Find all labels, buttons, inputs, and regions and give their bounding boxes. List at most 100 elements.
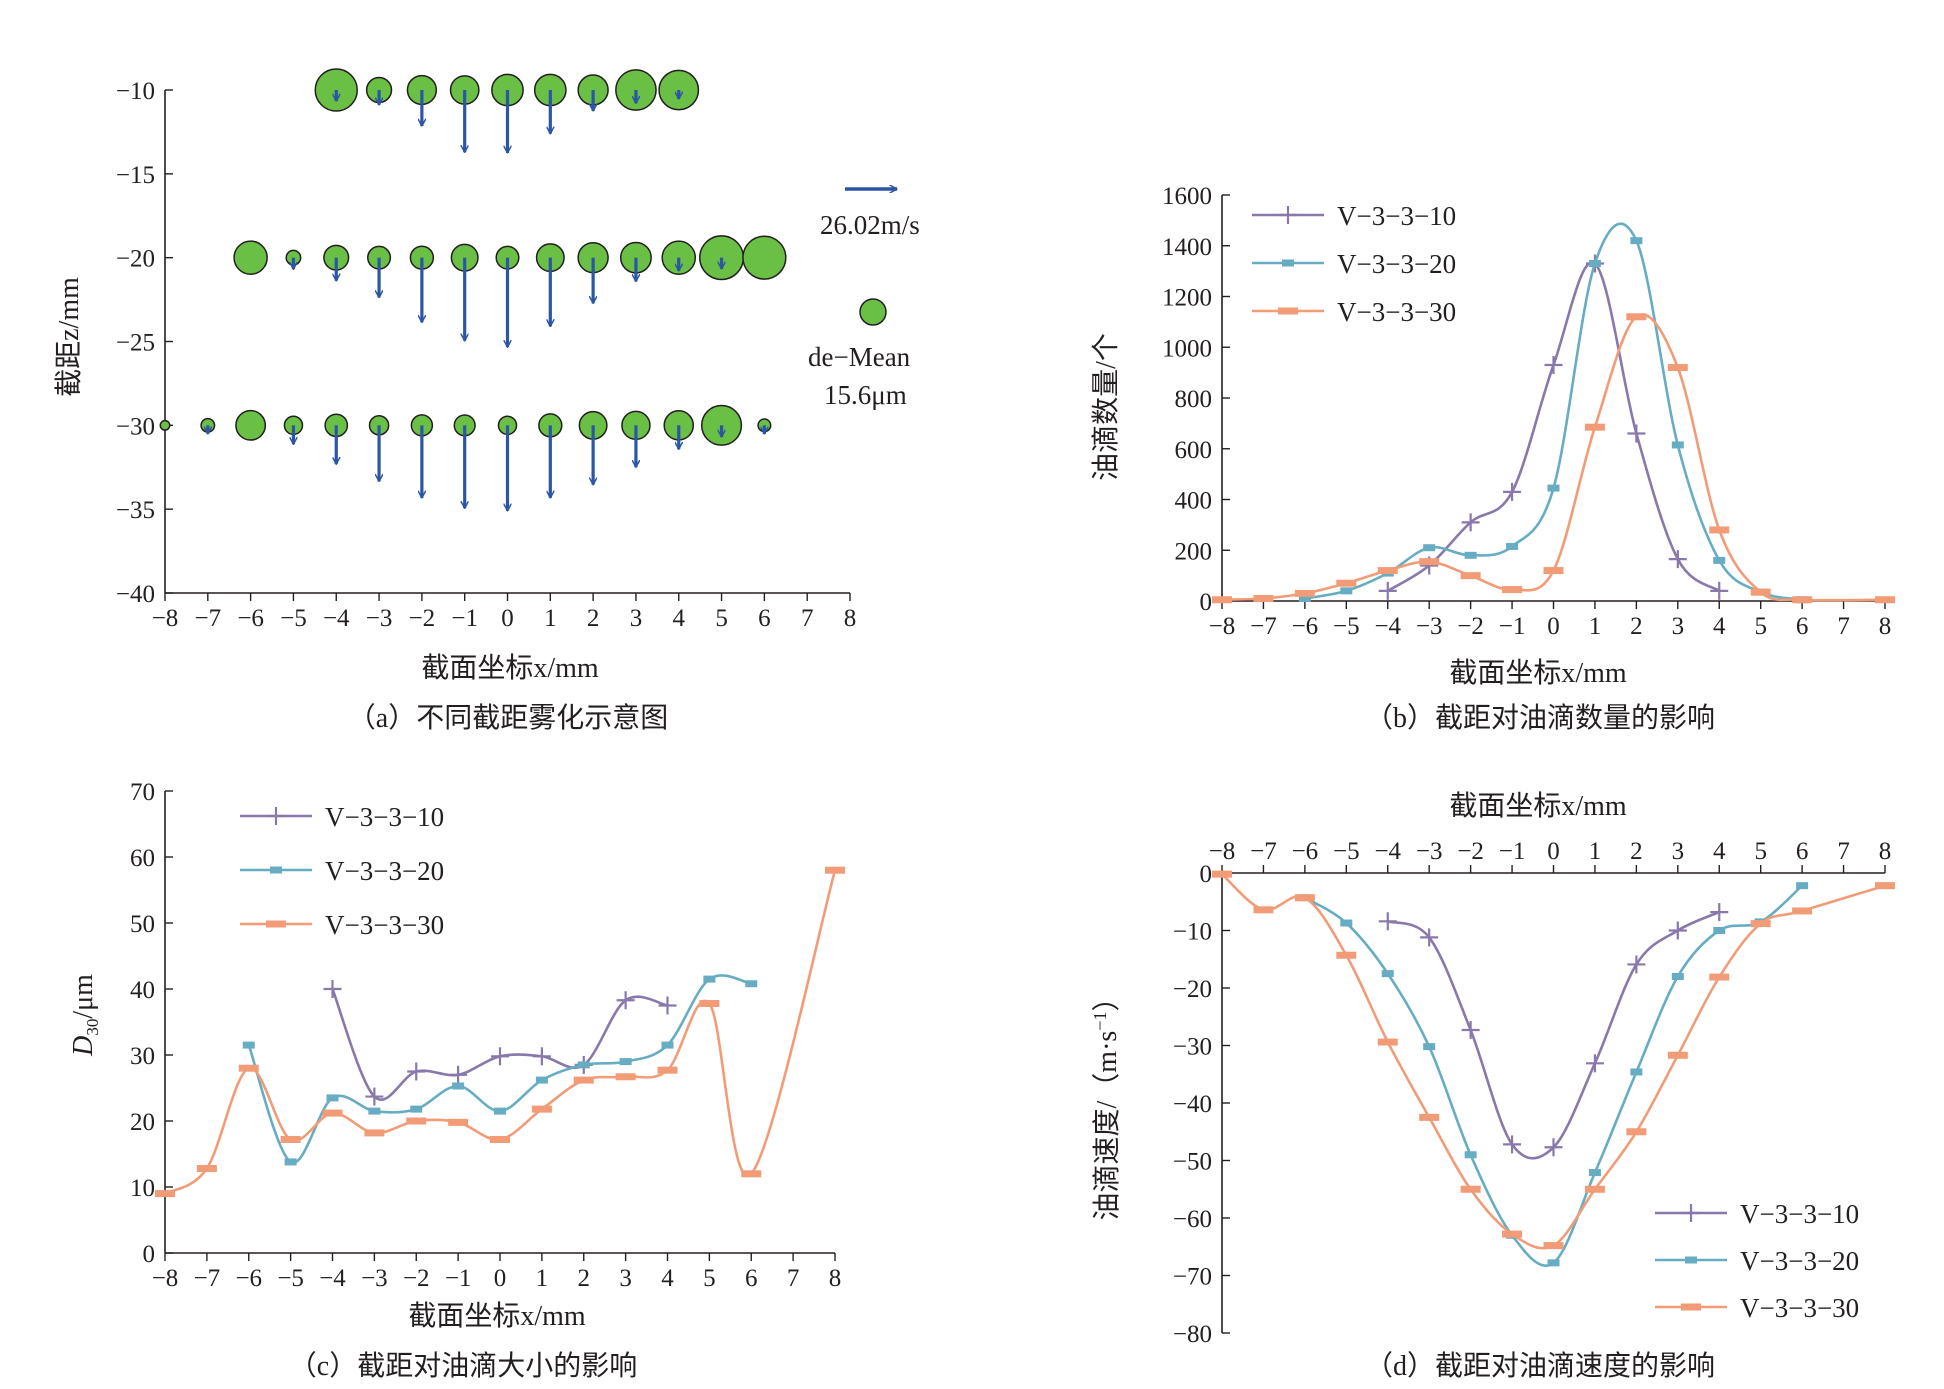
x-tick-label: 8	[844, 605, 857, 632]
panel-b-caption: （b）截距对油滴数量的影响	[1365, 702, 1715, 734]
panel-d-xlabel: 截面坐标x/mm	[1449, 790, 1627, 822]
y-tick-label: 50	[130, 911, 155, 938]
marker-square	[1671, 441, 1684, 449]
droplet-circle	[159, 419, 171, 431]
marker-dash	[1792, 596, 1813, 604]
y-tick-label: −10	[116, 78, 155, 105]
y-tick-label: 0	[1200, 861, 1213, 888]
x-tick-label: −1	[445, 1265, 472, 1292]
y-tick-label: 600	[1175, 437, 1213, 464]
y-tick-label: 1200	[1162, 285, 1212, 312]
marker-square	[1713, 556, 1726, 564]
marker-square	[535, 1076, 548, 1084]
marker-square	[1671, 973, 1684, 980]
marker-dash	[322, 1109, 343, 1117]
y-tick-label: 0	[143, 1241, 156, 1268]
x-tick-label: −3	[1416, 613, 1443, 640]
marker-square	[1298, 594, 1311, 602]
x-tick-label: −7	[194, 1265, 221, 1292]
panel-a-caption: （a）不同截距雾化示意图	[348, 702, 668, 734]
x-tick-label: 3	[630, 605, 643, 632]
x-tick-label: −2	[409, 605, 436, 632]
x-tick-label: −7	[1250, 613, 1277, 640]
marker-dash	[1212, 870, 1232, 878]
marker-square	[1506, 542, 1519, 550]
panel-b-xlabel: 截面坐标x/mm	[1449, 657, 1627, 689]
marker-dash	[155, 1190, 175, 1198]
x-tick-label: 2	[578, 1265, 591, 1292]
y-tick-label: −30	[1173, 1034, 1212, 1061]
panel-d-ylabel: 油滴速度/（m·s−1）	[1090, 984, 1123, 1221]
legend-label: V−3−3−20	[1740, 1246, 1859, 1276]
panel-a-xlabel: 截面坐标x/mm	[421, 652, 599, 684]
marker-dash	[1681, 1303, 1701, 1311]
droplet-circle	[742, 235, 787, 280]
x-tick-label: −2	[1457, 613, 1484, 640]
x-tick-label: 6	[745, 1265, 758, 1292]
marker-square	[494, 1107, 506, 1115]
x-tick-label: −5	[280, 605, 307, 632]
x-tick-label: −1	[451, 605, 478, 632]
y-tick-label: 30	[130, 1043, 155, 1070]
x-tick-label: 1	[1589, 838, 1602, 865]
y-tick-label: 70	[130, 779, 155, 806]
x-tick-label: −4	[1374, 613, 1401, 640]
marker-dash	[1336, 951, 1357, 959]
marker-dash	[1336, 579, 1357, 587]
marker-square	[1547, 484, 1560, 492]
panel-c-caption: （c）截距对油滴大小的影响	[289, 1350, 637, 1382]
marker-square	[1685, 1256, 1697, 1264]
x-tick-label: −6	[237, 605, 264, 632]
marker-dash	[196, 1165, 217, 1173]
marker-dash	[1502, 586, 1523, 594]
y-tick-label: −20	[116, 246, 155, 273]
x-tick-label: −5	[1333, 613, 1360, 640]
marker-square	[1423, 544, 1436, 552]
marker-dash	[1377, 1038, 1398, 1046]
x-tick-label: 3	[619, 1265, 632, 1292]
series-line	[331, 988, 668, 1101]
x-tick-label: 5	[715, 605, 728, 632]
y-tick-label: 40	[130, 977, 155, 1004]
y-tick-label: 0	[1200, 589, 1213, 616]
x-tick-label: −3	[361, 1265, 388, 1292]
x-tick-label: −7	[195, 605, 222, 632]
marker-dash	[1253, 594, 1274, 602]
x-tick-label: −8	[152, 605, 179, 632]
marker-square	[1340, 587, 1353, 595]
y-tick-label: 800	[1175, 386, 1213, 413]
panel-a-ylabel: 截距z/mm	[53, 277, 85, 397]
y-tick-label: 20	[130, 1109, 155, 1136]
panel-d-axes: −8 −7 −6 −5 −4 −3 −2 −1 0 1 2 3 4 5 6 7 80−10−20−30−40−5…	[1173, 838, 1891, 1348]
x-tick-label: 6	[758, 605, 771, 632]
x-tick-label: −3	[366, 605, 393, 632]
marker-square	[1588, 1169, 1601, 1177]
y-tick-label: −25	[116, 330, 155, 357]
legend-label: V−3−3−20	[325, 856, 444, 886]
y-tick-label: 10	[130, 1175, 155, 1202]
marker-dash	[1667, 364, 1688, 372]
marker-dash	[364, 1129, 385, 1137]
x-tick-label: 4	[673, 605, 686, 632]
y-tick-label: −35	[116, 497, 155, 524]
marker-dash	[1419, 1113, 1440, 1121]
marker-square	[1796, 882, 1809, 890]
marker-dash	[741, 1170, 762, 1178]
marker-dash	[1543, 567, 1564, 575]
marker-square	[1630, 1068, 1643, 1076]
x-tick-label: −8	[1209, 613, 1236, 640]
x-tick-label: 5	[1754, 613, 1767, 640]
legend-label: V−3−3−30	[1337, 297, 1456, 327]
marker-dash	[1626, 1128, 1647, 1136]
panel-d-caption: （d）截距对油滴速度的影响	[1365, 1350, 1715, 1382]
droplet-circle	[233, 240, 268, 275]
x-tick-label: −4	[323, 605, 350, 632]
panel-c-legend: V−3−3−10 V−3−3−20 V−3−3−30	[240, 802, 444, 940]
panel-b-ylabel: 油滴数量/个	[1090, 333, 1122, 481]
marker-dash	[1750, 920, 1771, 928]
legend-label: V−3−3−30	[1740, 1293, 1859, 1323]
marker-square	[284, 1158, 297, 1166]
marker-dash	[1253, 906, 1274, 914]
x-tick-label: 4	[1713, 838, 1726, 865]
marker-dash	[1709, 973, 1730, 981]
